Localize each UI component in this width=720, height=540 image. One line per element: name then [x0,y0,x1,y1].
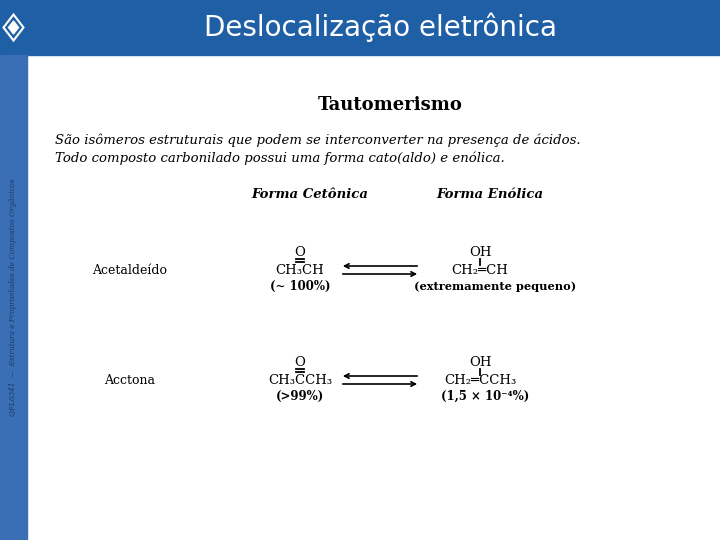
Text: Todo composto carbonilado possui uma forma cato(aldo) e enólica.: Todo composto carbonilado possui uma for… [55,151,505,165]
Bar [0,0,720,55]
Text: (~ 100%): (~ 100%) [270,280,330,293]
Text: São isômeros estruturais que podem se interconverter na presença de ácidos.: São isômeros estruturais que podem se in… [55,133,580,147]
Text: OH: OH [469,355,491,368]
Bar [27,55,720,540]
Text: CH₃CH: CH₃CH [276,264,325,276]
Text: (extremamente pequeno): (extremamente pequeno) [414,280,576,292]
Text: Forma Cetônica: Forma Cetônica [251,188,369,201]
Bar [0,55,27,540]
Text: CH₂═CCH₃: CH₂═CCH₃ [444,374,516,387]
Text: QFL0341  —  Estrutura e Propriedades de Compostos Orgânicos: QFL0341 — Estrutura e Propriedades de Co… [9,179,17,416]
Text: Acetaldeído: Acetaldeído [92,264,168,276]
Text: O: O [294,246,305,259]
Text: (1,5 × 10⁻⁴%): (1,5 × 10⁻⁴%) [441,389,529,402]
Text: Tautomerismo: Tautomerismo [318,96,462,114]
Text: Acctona: Acctona [104,374,156,387]
Text: Deslocalização eletrônica: Deslocalização eletrônica [204,13,557,42]
Text: CH₃CCH₃: CH₃CCH₃ [268,374,332,387]
Text: Forma Enólica: Forma Enólica [436,188,544,201]
Polygon shape [9,21,19,34]
Text: CH₂═CH: CH₂═CH [451,264,508,276]
Text: OH: OH [469,246,491,259]
Text: (>99%): (>99%) [276,389,324,402]
Text: O: O [294,355,305,368]
